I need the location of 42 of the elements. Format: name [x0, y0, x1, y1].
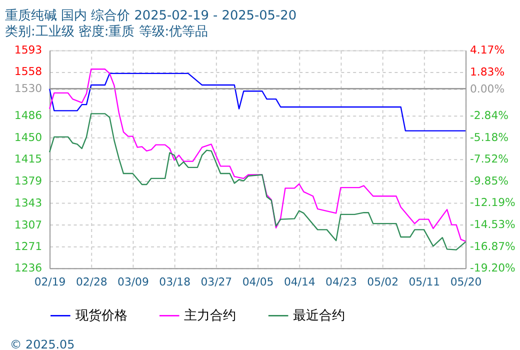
- y2-tick-label: 1.83%: [470, 66, 505, 79]
- x-tick-label: 05/11: [408, 275, 440, 288]
- legend-label: 主力合约: [184, 308, 236, 324]
- y2-tick-label: -9.85%: [470, 174, 508, 188]
- y2-tick-label: -16.87%: [470, 240, 516, 253]
- y2-tick-label: -12.19%: [470, 196, 516, 210]
- y-tick-label: 1593: [14, 44, 42, 57]
- x-tick-label: 02/19: [34, 275, 66, 288]
- y-tick-label: 1236: [14, 262, 42, 275]
- x-tick-label: 04/05: [242, 275, 274, 288]
- y-tick-label: 1271: [14, 240, 42, 254]
- y2-tick-label: 4.17%: [470, 44, 505, 57]
- line-series: [48, 68, 466, 242]
- y2-tick-label: 0.00%: [470, 82, 505, 96]
- line-series: [48, 113, 466, 250]
- x-tick-label: 02/28: [76, 275, 108, 288]
- chart-subtitle: 类别:工业级 密度:重质 等级:优等品: [4, 23, 208, 40]
- y-tick-label: 1343: [14, 196, 42, 210]
- legend-label: 最近合约: [293, 308, 346, 324]
- y-tick-label: 1530: [14, 82, 42, 96]
- chart-title: 重质纯碱 国内 综合价 2025-02-19 - 2025-05-20: [4, 8, 296, 24]
- y2-tick-label: -14.53%: [470, 218, 516, 232]
- y2-tick-label: -5.18%: [470, 130, 508, 144]
- x-tick-label: 04/23: [326, 275, 357, 288]
- y-tick-label: 1415: [14, 152, 42, 166]
- text: © 2025.05: [10, 337, 75, 350]
- x-tick-label: 03/09: [118, 275, 149, 288]
- legend-label: 现货价格: [75, 308, 128, 324]
- line-series: [48, 72, 466, 132]
- y-tick-label: 1379: [14, 174, 42, 188]
- x-tick-label: 05/02: [367, 275, 398, 288]
- x-tick-label: 03/18: [159, 275, 191, 288]
- y2-tick-label: -2.84%: [470, 109, 508, 122]
- y-tick-label: 1486: [14, 109, 42, 122]
- y-tick-label: 1558: [14, 65, 42, 78]
- x-tick-label: 04/14: [284, 275, 316, 288]
- y2-tick-label: -19.20%: [470, 262, 516, 275]
- y2-tick-label: -7.52%: [470, 152, 508, 166]
- x-tick-label: 05/20: [450, 275, 482, 288]
- x-tick-label: 03/27: [200, 275, 232, 288]
- y-tick-label: 1307: [14, 218, 42, 232]
- y-tick-label: 1450: [14, 130, 42, 144]
